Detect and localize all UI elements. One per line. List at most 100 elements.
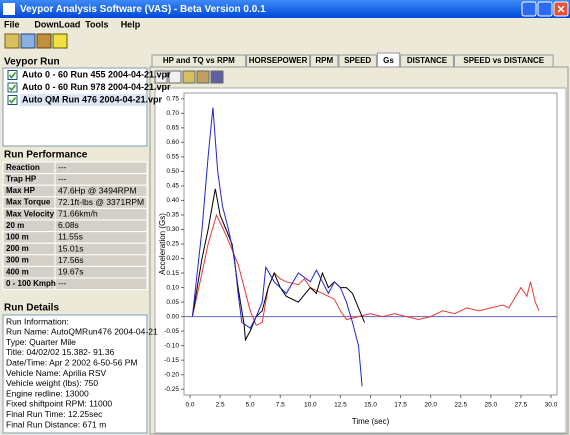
x-tick-label: 20.0 [424, 402, 437, 409]
run-item[interactable]: Auto QM Run 476 2004-04-21.vpr [22, 94, 163, 104]
check-mark [8, 84, 17, 92]
tab[interactable] [246, 54, 311, 68]
x-tick-label: 22.5 [454, 402, 467, 409]
run-item[interactable]: Auto 0 - 60 Run 978 2004-04-21.vpr [22, 82, 171, 92]
perf-label: 100 m [6, 233, 29, 242]
x-tick-label: 0.0 [185, 402, 194, 409]
perf-value: 17.56s [58, 255, 84, 265]
toolbar-open[interactable] [4, 33, 20, 49]
detail-line: Type: Quarter Mile [6, 337, 76, 347]
x-tick-label: 5.0 [246, 402, 255, 409]
x-tick-label: 25.0 [484, 402, 497, 409]
run-checkbox[interactable] [7, 70, 18, 80]
menu-item[interactable]: Help [121, 19, 141, 29]
tab[interactable] [376, 52, 401, 68]
menu-item[interactable]: Tools [85, 19, 108, 29]
y-tick-label: 0.10 [166, 284, 179, 291]
maximize-button[interactable] [537, 1, 553, 17]
x-tick-label: 2.5 [216, 402, 225, 409]
chart-print[interactable] [210, 70, 224, 84]
window-title: Veypor Analysis Software (VAS) - Beta Ve… [20, 4, 266, 15]
x-tick-label: 17.5 [394, 402, 407, 409]
y-tick-label: -0.05 [164, 328, 179, 335]
series-line [191, 213, 540, 326]
detail-line: Fixed shiftpoint RPM: 11000 [6, 399, 112, 409]
tab-label: Gs [383, 56, 394, 65]
perf-value: 19.67s [58, 266, 84, 276]
tab[interactable] [338, 54, 377, 68]
x-tick-label: 30.0 [545, 402, 558, 409]
perf-label: Max Torque [6, 198, 51, 207]
toolbar-find[interactable] [20, 33, 36, 49]
zoom-in[interactable] [154, 70, 168, 84]
y-tick-label: -0.15 [164, 357, 179, 364]
y-tick-label: 0.40 [166, 197, 179, 204]
run-selected [20, 94, 146, 106]
x-axis-label: Time (sec) [352, 417, 390, 426]
menu-item[interactable]: File [4, 19, 20, 29]
details-box [2, 314, 148, 434]
perf-value-cell [54, 277, 148, 291]
perf-value: --- [58, 278, 67, 288]
y-tick-label: 0.15 [166, 270, 179, 277]
plot-area [183, 92, 558, 396]
x-tick-label: 7.5 [276, 402, 285, 409]
run-item[interactable]: Auto 0 - 60 Run 455 2004-04-21.vpr [22, 69, 171, 79]
y-tick-label: 0.60 [166, 139, 179, 146]
perf-label: 300 m [6, 256, 29, 265]
detail-line: Date/Time: Apr 2 2002 6-50-56 PM [6, 357, 138, 367]
y-tick-label: 0.00 [166, 313, 179, 320]
perf-label: Max HP [6, 186, 36, 195]
perf-label: 0 - 100 Kmph [6, 279, 56, 288]
perf-value: 6.08s [58, 220, 79, 230]
perf-label: Max Velocity [6, 209, 55, 218]
perf-label: Trap HP [6, 175, 37, 184]
perf-value: --- [58, 162, 67, 172]
x-tick-label: 12.5 [334, 402, 347, 409]
y-tick-label: 0.25 [166, 241, 179, 248]
minimize-button[interactable] [521, 1, 537, 17]
x-tick-label: 27.5 [515, 402, 528, 409]
chart-open[interactable] [182, 70, 196, 84]
tab-label: HORSEPOWER [249, 56, 308, 65]
detail-line: Final Run Distance: 671 m [6, 419, 106, 429]
detail-line: Vehicle weight (lbs): 750 [6, 378, 98, 388]
x-tick-label: 10.0 [304, 402, 317, 409]
run-checkbox[interactable] [7, 82, 18, 93]
y-tick-label: 0.05 [166, 299, 179, 306]
y-tick-label: 0.65 [166, 125, 179, 132]
detail-line: Vehicle Name: Aprilia RSV [6, 368, 106, 378]
y-tick-label: 0.55 [166, 154, 179, 161]
perf-value: --- [58, 174, 67, 184]
perf-value-cell [54, 173, 148, 186]
tab-label: DISTANCE [407, 56, 448, 65]
run-checkbox[interactable] [7, 95, 18, 105]
toolbar-help[interactable] [52, 33, 68, 49]
tab-label: SPEED vs DISTANCE [463, 56, 544, 65]
perf-label: 20 m [6, 221, 24, 230]
tab[interactable] [151, 54, 247, 68]
perf-label: 200 m [6, 244, 29, 253]
y-tick-label: 0.70 [166, 110, 179, 117]
title-bar [0, 0, 570, 18]
tab[interactable] [453, 54, 554, 68]
tab[interactable] [400, 54, 454, 68]
tab-label: RPM [315, 56, 333, 65]
y-tick-label: -0.20 [164, 371, 179, 378]
x-tick-label: 15.0 [364, 402, 377, 409]
toolbar-save[interactable] [36, 33, 52, 49]
tab[interactable] [310, 54, 339, 68]
detail-line: Run Information: [6, 316, 69, 326]
menu-item[interactable]: DownLoad [34, 19, 80, 29]
check-mark [8, 72, 17, 79]
perf-label: 400 m [6, 267, 29, 276]
zoom-out[interactable] [168, 70, 182, 84]
close-icon [557, 5, 565, 13]
detail-line: Title: 04/02/02 15.382- 91.36 [6, 347, 115, 357]
performance-title: Run Performance [4, 150, 88, 161]
perf-value: 71.66km/h [58, 208, 98, 218]
chart-save[interactable] [196, 70, 210, 84]
details-title: Run Details [4, 303, 59, 314]
detail-line: Final Run Time: 12.25sec [6, 409, 103, 419]
perf-value-cell [54, 161, 148, 175]
